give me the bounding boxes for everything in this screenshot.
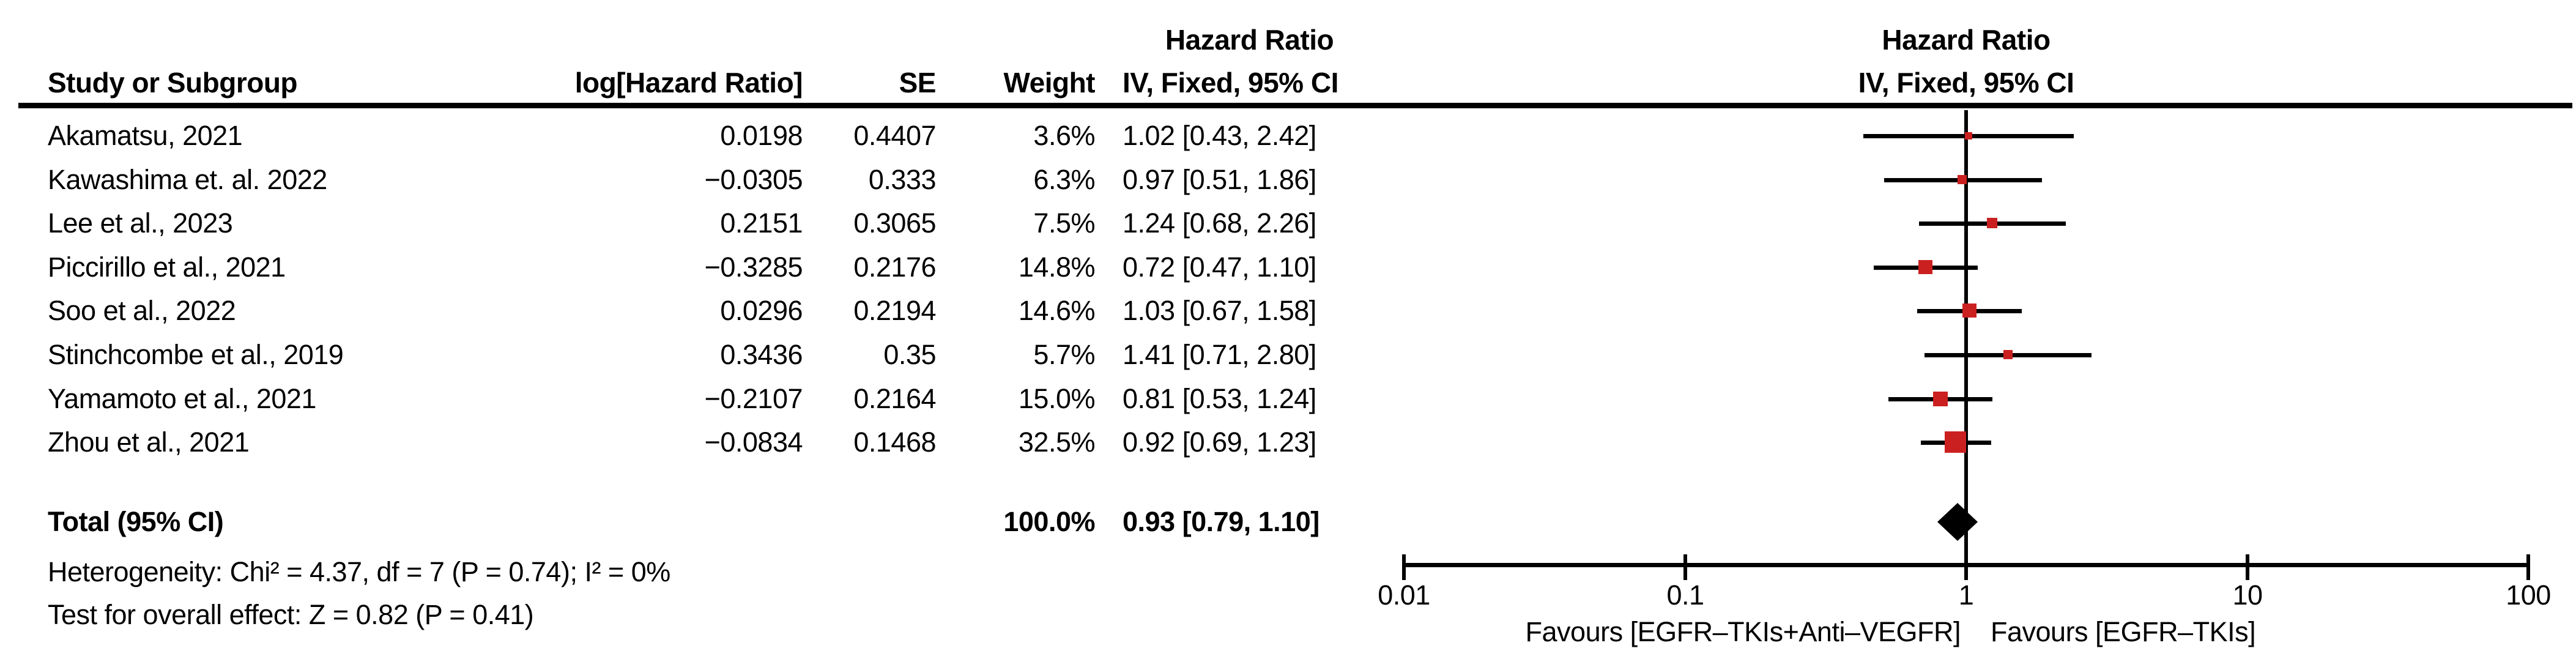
weight-cell: 6.3% <box>1033 164 1095 195</box>
x-axis-tick-label: 1 <box>1958 579 1974 611</box>
estimate-cell: 1.03 [0.67, 1.58] <box>1123 295 1316 326</box>
x-axis-tick <box>2526 554 2530 580</box>
favours-left-label: Favours [EGFR–TKIs+Anti–VEGFR] <box>1525 616 1961 647</box>
log-hr-cell: 0.3436 <box>720 339 803 370</box>
total-weight: 100.0% <box>1003 506 1095 537</box>
x-axis-tick-label: 100 <box>2506 579 2551 611</box>
log-hr-cell: −0.0305 <box>704 164 803 195</box>
weight-cell: 7.5% <box>1033 207 1095 239</box>
header-log-hr: log[Hazard Ratio] <box>574 67 803 99</box>
study-row: Piccirillo et al., 2021 −0.3285 0.2176 14.8… <box>0 245 1407 289</box>
effect-square <box>1945 431 1966 453</box>
se-cell: 0.1468 <box>853 426 936 458</box>
x-axis-tick-label: 0.1 <box>1666 579 1704 611</box>
study-name-cell: Piccirillo et al., 2021 <box>48 251 286 283</box>
header-study: Study or Subgroup <box>48 67 298 99</box>
weight-cell: 15.0% <box>1018 383 1096 414</box>
favours-right-label: Favours [EGFR–TKIs] <box>1991 616 2256 647</box>
estimate-cell: 1.24 [0.68, 2.26] <box>1123 207 1316 239</box>
overall-effect-note: Test for overall effect: Z = 0.82 (P = 0… <box>48 599 534 630</box>
summary-diamond <box>1937 503 1978 541</box>
log-hr-cell: 0.2151 <box>720 207 803 239</box>
study-row: Yamamoto et al., 2021 −0.2107 0.2164 15.0% 0… <box>0 377 1407 421</box>
estimate-cell: 0.72 [0.47, 1.10] <box>1123 251 1316 283</box>
plot-column-title: Hazard Ratio <box>1882 24 2051 56</box>
estimate-cell: 0.81 [0.53, 1.24] <box>1123 383 1316 414</box>
study-name-cell: Yamamoto et al., 2021 <box>48 383 316 414</box>
study-name-cell: Kawashima et. al. 2022 <box>48 164 327 195</box>
weight-cell: 3.6% <box>1033 120 1095 151</box>
header-weight: Weight <box>1003 67 1096 99</box>
no-effect-line <box>1964 110 1968 580</box>
log-hr-cell: −0.2107 <box>704 383 803 414</box>
estimate-cell: 0.92 [0.69, 1.23] <box>1123 426 1316 458</box>
weight-cell: 32.5% <box>1018 426 1096 458</box>
log-hr-cell: −0.3285 <box>704 251 803 283</box>
study-row: Stinchcombe et al., 2019 0.3436 0.35 5.7% 1.… <box>0 333 1407 377</box>
x-axis-tick-label: 10 <box>2232 579 2263 611</box>
effect-square <box>2003 350 2013 359</box>
study-name-cell: Stinchcombe et al., 2019 <box>48 339 344 370</box>
effect-square <box>1965 132 1972 140</box>
se-cell: 0.333 <box>868 164 937 195</box>
study-row: Lee et al., 2023 0.2151 0.3065 7.5% 1.24 [0.… <box>0 201 1407 245</box>
weight-cell: 5.7% <box>1033 339 1095 370</box>
log-hr-cell: 0.0296 <box>720 295 803 326</box>
effect-square <box>1987 218 1997 228</box>
weight-cell: 14.8% <box>1018 251 1096 283</box>
estimate-cell: 1.02 [0.43, 2.42] <box>1123 120 1316 151</box>
weight-cell: 14.6% <box>1018 295 1096 326</box>
x-axis-tick <box>1402 554 1406 580</box>
se-cell: 0.2164 <box>853 383 936 414</box>
x-axis-tick <box>1964 554 1968 580</box>
estimate-cell: 0.97 [0.51, 1.86] <box>1123 164 1316 195</box>
total-estimate: 0.93 [0.79, 1.10] <box>1123 506 1320 537</box>
effect-square <box>1933 392 1948 406</box>
study-row: Kawashima et. al. 2022 −0.0305 0.333 6.3% 0.… <box>0 158 1407 202</box>
x-axis-tick <box>1683 554 1687 580</box>
study-row: Soo et al., 2022 0.0296 0.2194 14.6% 1.03 [0… <box>0 289 1407 333</box>
log-hr-cell: −0.0834 <box>704 426 803 458</box>
header-se: SE <box>899 67 937 99</box>
effect-square <box>1958 175 1967 184</box>
study-name-cell: Soo et al., 2022 <box>48 295 236 326</box>
se-cell: 0.35 <box>883 339 936 370</box>
se-cell: 0.2194 <box>853 295 936 326</box>
study-name-cell: Akamatsu, 2021 <box>48 120 243 151</box>
se-cell: 0.4407 <box>853 120 936 151</box>
estimate-column-title: Hazard Ratio <box>1165 24 1334 56</box>
log-hr-cell: 0.0198 <box>720 120 803 151</box>
se-cell: 0.2176 <box>853 251 936 283</box>
effect-square <box>1962 303 1977 318</box>
study-row: Akamatsu, 2021 0.0198 0.4407 3.6% 1.02 [0.43… <box>0 114 1407 158</box>
study-name-cell: Zhou et al., 2021 <box>48 426 250 458</box>
total-label: Total (95% CI) <box>48 506 224 537</box>
effect-square <box>1918 260 1932 274</box>
estimate-cell: 1.41 [0.71, 2.80] <box>1123 339 1316 370</box>
header-plot-estimate: IV, Fixed, 95% CI <box>1858 67 2074 99</box>
se-cell: 0.3065 <box>853 207 936 239</box>
x-axis-tick-label: 0.01 <box>1378 579 1430 611</box>
header-estimate: IV, Fixed, 95% CI <box>1123 67 1338 99</box>
heterogeneity-note: Heterogeneity: Chi² = 4.37, df = 7 (P = … <box>48 556 670 587</box>
study-name-cell: Lee et al., 2023 <box>48 207 233 239</box>
study-row: Zhou et al., 2021 −0.0834 0.1468 32.5% 0.92 … <box>0 420 1407 464</box>
x-axis-tick <box>2246 554 2249 580</box>
header-rule <box>18 103 2572 108</box>
